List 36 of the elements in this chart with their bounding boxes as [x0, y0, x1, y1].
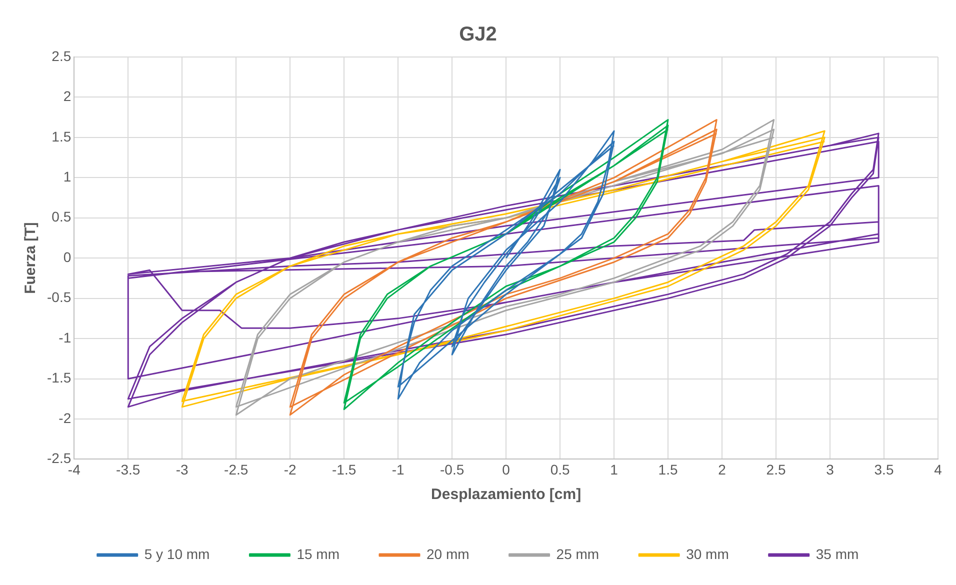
- x-tick-label: 3: [826, 461, 834, 478]
- x-tick-label: -1: [392, 461, 405, 478]
- x-axis-title: Desplazamiento [cm]: [431, 486, 582, 504]
- y-tick-label: -2.5: [47, 450, 72, 466]
- x-tick-label: 4: [934, 461, 942, 478]
- y-tick-label: 0: [63, 248, 72, 265]
- y-tick-label: 2: [63, 88, 72, 104]
- x-tick-label: -1.5: [332, 461, 356, 478]
- legend-label: 35 mm: [816, 546, 859, 562]
- y-tick-label: -2: [58, 410, 72, 426]
- legend-label: 5 y 10 mm: [144, 546, 210, 562]
- chart-title: GJ2: [459, 24, 497, 46]
- legend-label: 30 mm: [686, 546, 729, 562]
- x-tick-label: 3.5: [874, 461, 894, 478]
- x-tick-label: 0.5: [550, 461, 570, 478]
- x-tick-label: 2.5: [766, 461, 786, 478]
- y-tick-label: -1.5: [47, 370, 72, 386]
- legend-label: 15 mm: [296, 546, 340, 562]
- y-tick-label: -1: [58, 329, 72, 346]
- legend-label: 20 mm: [426, 546, 470, 562]
- x-tick-label: 2: [718, 461, 726, 478]
- y-tick-label: 2.5: [52, 48, 72, 64]
- y-tick-label: 0.5: [52, 208, 72, 225]
- y-tick-label: -0.5: [47, 289, 72, 306]
- x-tick-label: -2: [284, 461, 297, 478]
- x-tick-label: -3: [176, 461, 189, 478]
- x-tick-label: -3.5: [116, 461, 140, 478]
- legend-label: 25 mm: [556, 546, 600, 562]
- x-tick-label: 0: [502, 461, 510, 478]
- x-tick-label: -2.5: [224, 461, 248, 478]
- x-tick-label: 1: [610, 461, 618, 478]
- y-tick-label: 1.5: [52, 128, 72, 144]
- x-tick-label: 1.5: [658, 461, 678, 478]
- x-tick-label: -0.5: [440, 461, 464, 478]
- y-axis-title: Fuerza [T]: [22, 222, 40, 294]
- y-tick-label: 1: [63, 168, 72, 185]
